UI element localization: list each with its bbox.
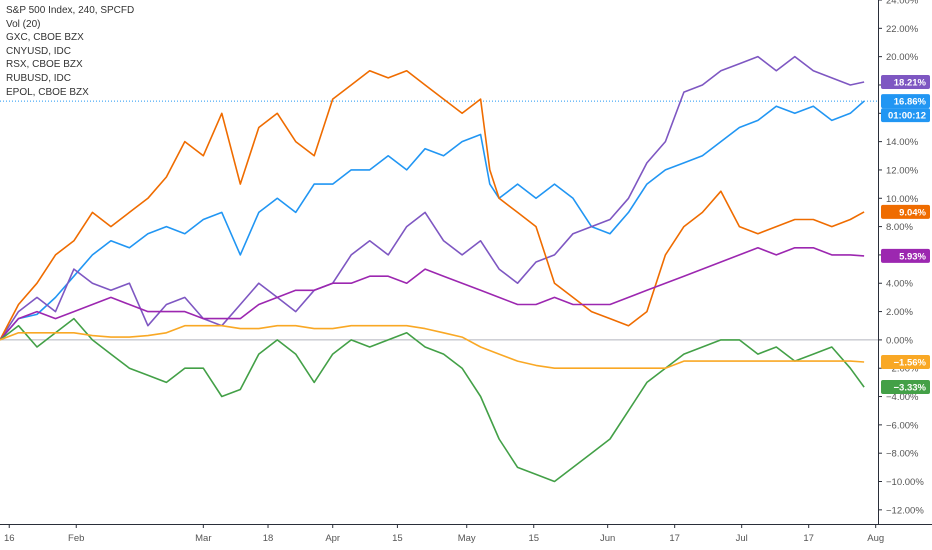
- last-value-label: −1.56%: [894, 357, 927, 368]
- y-tick-label: −6.00%: [886, 420, 919, 431]
- legend-title[interactable]: S&P 500 Index, 240, SPCFD: [6, 5, 135, 16]
- legend-symbol-gxc[interactable]: GXC, CBOE BZX: [6, 32, 84, 44]
- series-line[interactable]: [0, 317, 865, 483]
- y-tick-label: −2.00%: [886, 364, 919, 375]
- legend-symbol-rsx[interactable]: RSX, CBOE BZX: [6, 59, 83, 71]
- x-tick-label: 15: [392, 533, 403, 544]
- y-tick-label: 20.00%: [886, 52, 919, 63]
- series-line[interactable]: [0, 324, 865, 369]
- last-value-label: 9.04%: [899, 207, 926, 218]
- countdown-label: 01:00:12: [888, 111, 926, 122]
- y-tick-label: −8.00%: [886, 449, 919, 460]
- last-value-label: −3.33%: [894, 383, 927, 394]
- legend-symbol-rubusd[interactable]: RUBUSD, IDC: [6, 72, 72, 84]
- x-tick-label: 17: [803, 533, 814, 544]
- series-line[interactable]: [0, 70, 865, 341]
- y-tick-label: −12.00%: [886, 505, 924, 516]
- y-tick-label: 14.00%: [886, 137, 919, 148]
- legend-symbol-epol[interactable]: EPOL, CBOE BZX: [6, 86, 89, 98]
- last-value-badge: [881, 248, 930, 263]
- plot-area: [0, 0, 878, 524]
- y-tick-label: 0.00%: [886, 335, 913, 346]
- last-value-label: 18.21%: [894, 77, 927, 88]
- y-tick-label: 12.00%: [886, 165, 919, 176]
- x-tick-label: Aug: [867, 533, 884, 544]
- y-tick-label: 24.00%: [886, 0, 919, 7]
- last-value-badge: [881, 74, 930, 89]
- legend-volume[interactable]: Vol (20): [6, 18, 41, 30]
- x-tick-label: Mar: [195, 533, 211, 544]
- y-tick-label: 2.00%: [886, 307, 913, 318]
- x-tick-label: Jun: [600, 533, 615, 544]
- x-tick-label: Apr: [325, 533, 340, 544]
- y-tick-label: −4.00%: [886, 392, 919, 403]
- x-tick-label: 18: [263, 533, 274, 544]
- last-value-badge: [881, 94, 930, 109]
- last-value-badge: [881, 354, 930, 369]
- x-tick-label: 16: [4, 533, 15, 544]
- y-tick-label: 22.00%: [886, 24, 919, 35]
- x-tick-label: May: [458, 533, 476, 544]
- series-line[interactable]: [0, 247, 865, 341]
- series-line[interactable]: [0, 100, 865, 341]
- y-tick-label: −10.00%: [886, 477, 924, 488]
- y-tick-label: 8.00%: [886, 222, 913, 233]
- last-value-badge: [881, 380, 930, 395]
- countdown-badge: [881, 108, 930, 123]
- x-tick-label: Jul: [736, 533, 748, 544]
- last-value-badge: [881, 204, 930, 219]
- legend-symbol-cnyusd[interactable]: CNYUSD, IDC: [6, 45, 72, 57]
- y-tick-label: 4.00%: [886, 279, 913, 290]
- series-line[interactable]: [0, 55, 865, 341]
- x-tick-label: Feb: [68, 533, 84, 544]
- x-tick-label: 15: [528, 533, 539, 544]
- last-value-label: 5.93%: [899, 251, 926, 262]
- y-tick-label: 10.00%: [886, 194, 919, 205]
- legend: S&P 500 Index, 240, SPCFD Vol (20) GXC, …: [6, 4, 134, 99]
- last-value-label: 16.86%: [894, 97, 927, 108]
- x-tick-label: 17: [669, 533, 680, 544]
